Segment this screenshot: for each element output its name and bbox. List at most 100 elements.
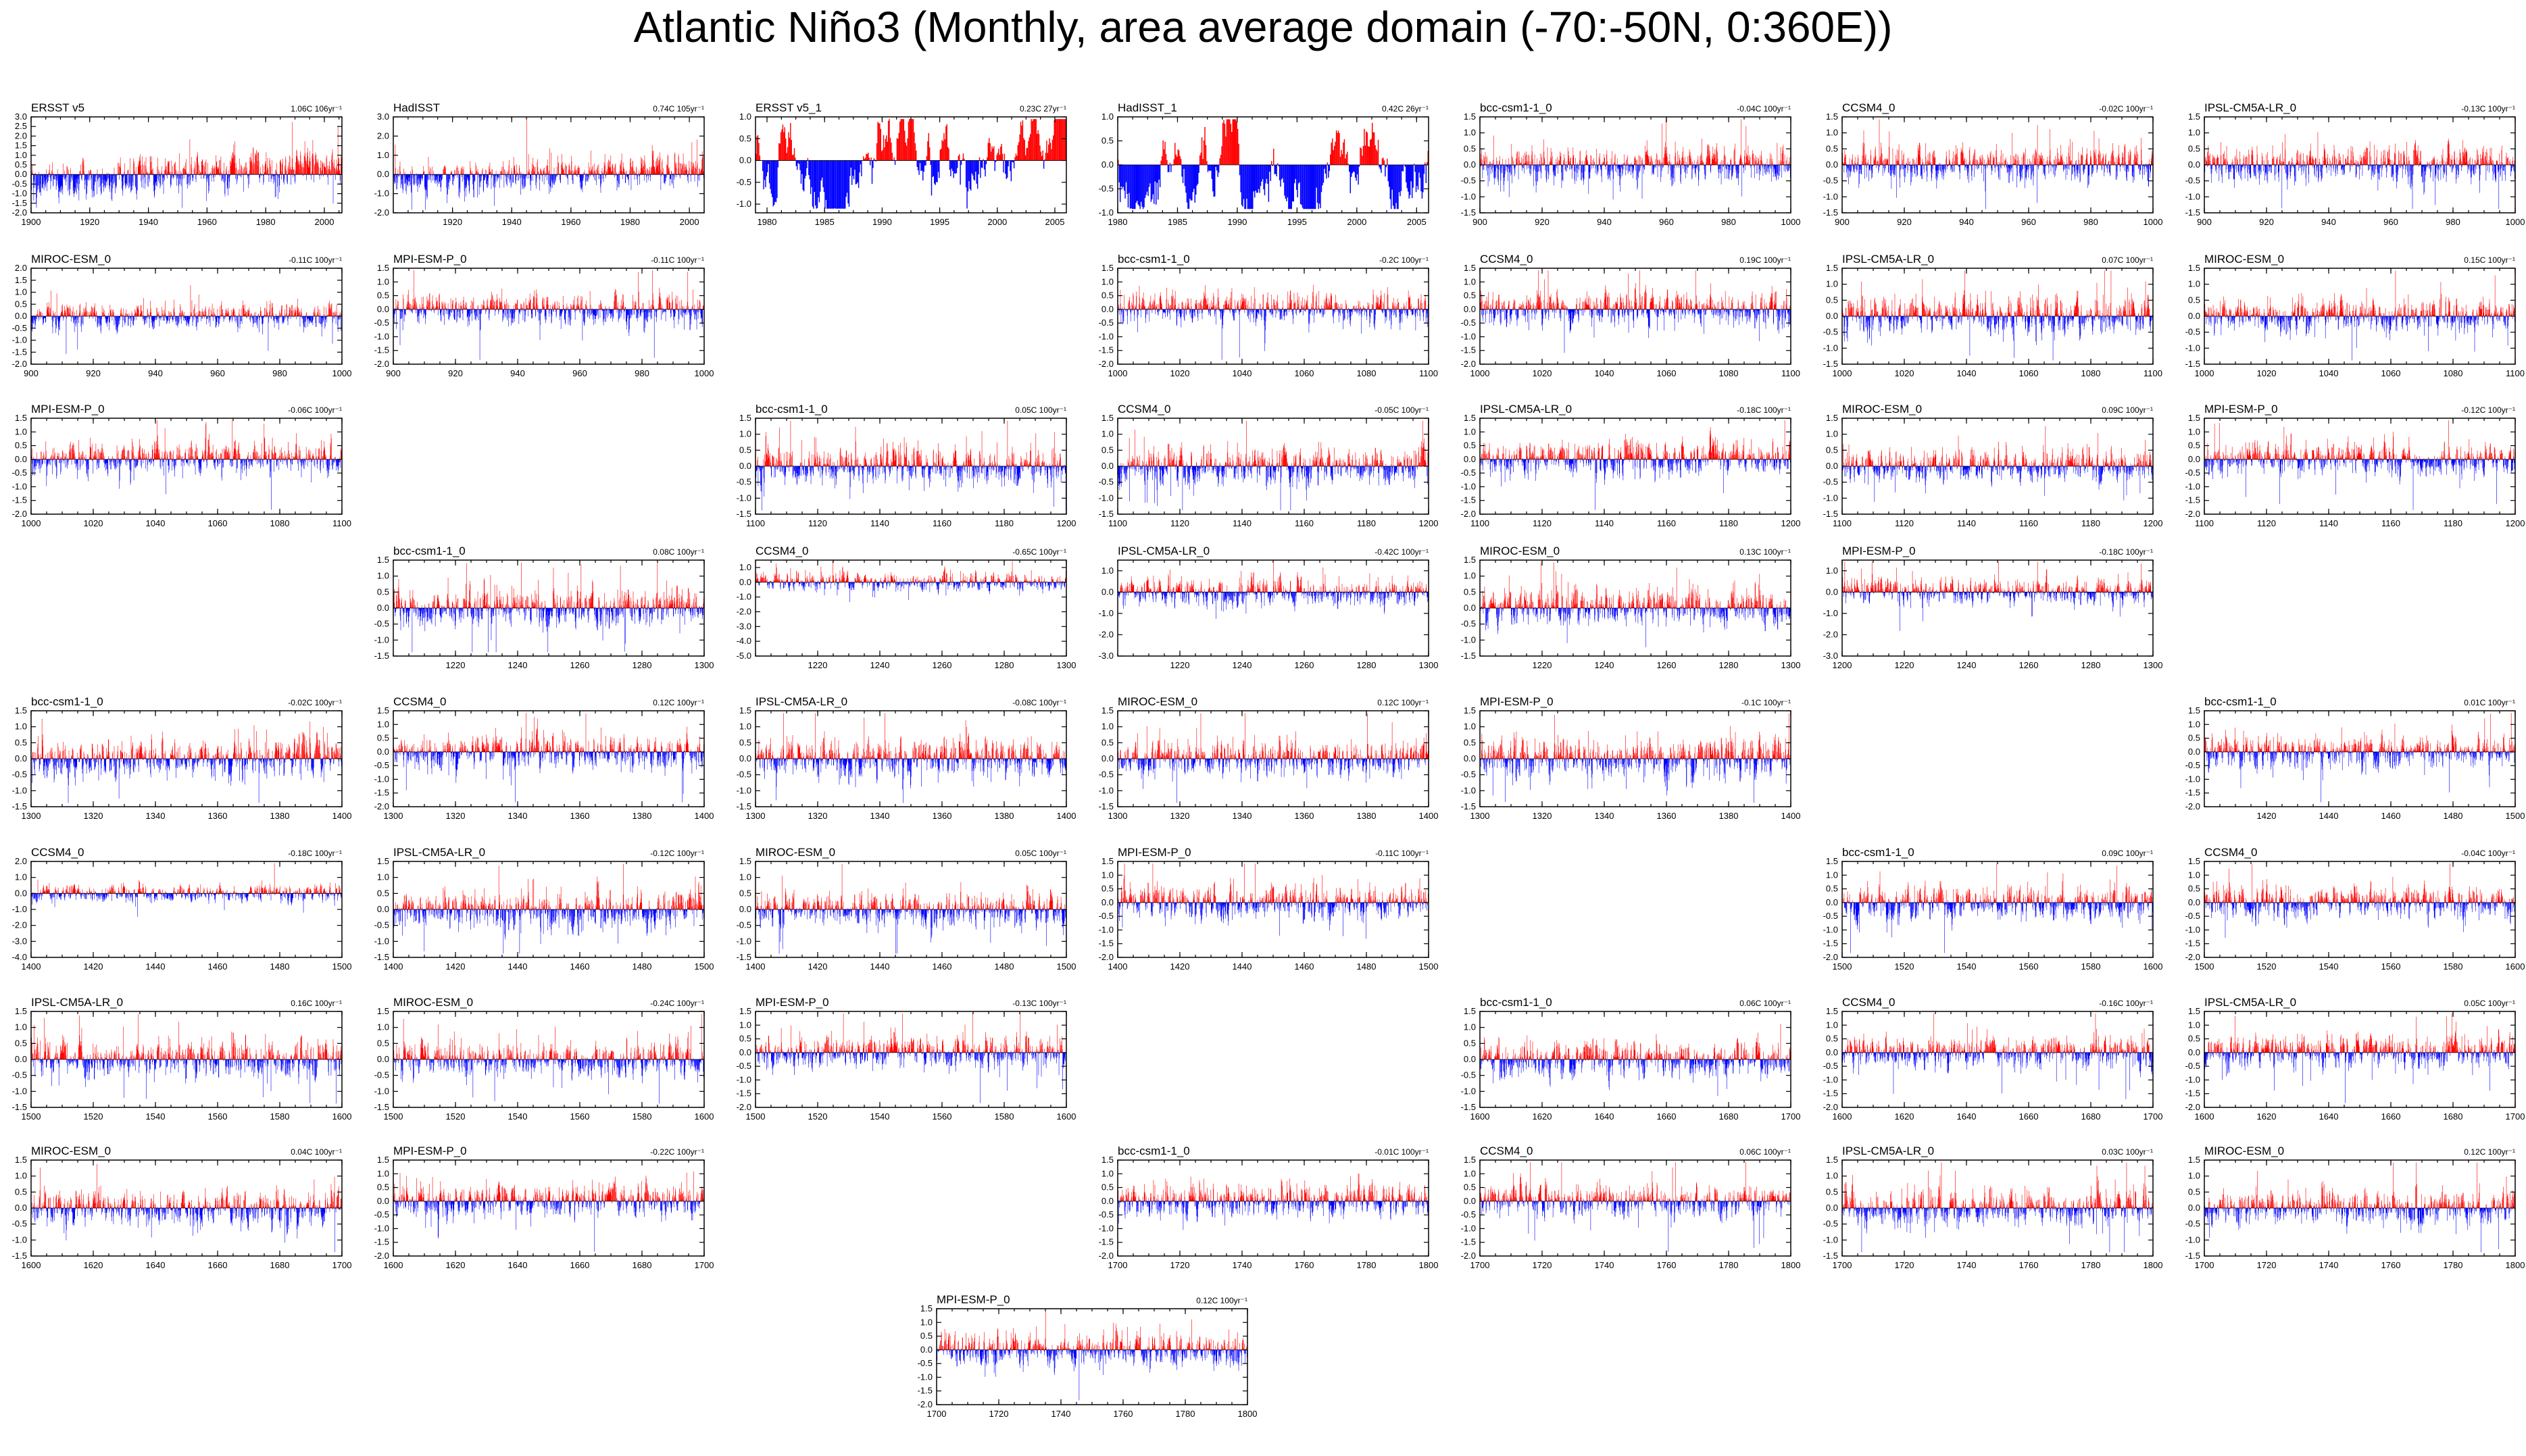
anomaly-bar: [223, 174, 224, 182]
anomaly-bar: [129, 174, 130, 182]
anomaly-bar: [783, 132, 784, 160]
anomaly-bar: [557, 174, 558, 176]
anomaly-bar: [261, 174, 262, 176]
anomaly-bar: [625, 174, 626, 183]
anomaly-bar: [1029, 137, 1030, 160]
anomaly-bar: [210, 172, 211, 174]
anomaly-bar: [87, 174, 88, 180]
anomaly-bar: [215, 174, 216, 176]
anomaly-bar: [429, 172, 430, 175]
anomaly-bar: [661, 174, 662, 190]
anomaly-bar: [469, 174, 470, 191]
x-tick-label: 2000: [315, 217, 335, 227]
anomaly-bar: [603, 174, 604, 182]
anomaly-bar: [188, 174, 189, 184]
anomaly-bar: [865, 158, 866, 161]
anomaly-bar: [605, 174, 606, 178]
anomaly-bar: [97, 170, 98, 174]
anomaly-bar: [844, 161, 845, 209]
anomaly-bar: [226, 166, 227, 174]
anomaly-bar: [665, 174, 666, 182]
anomaly-bar: [666, 165, 667, 175]
anomaly-bar: [849, 161, 850, 176]
anomaly-bar: [203, 166, 204, 174]
anomaly-bar: [968, 161, 969, 182]
anomaly-bar: [632, 166, 633, 174]
anomaly-bar: [566, 166, 567, 174]
anomaly-bar: [144, 165, 145, 174]
anomaly-bar: [414, 174, 415, 176]
anomaly-bar: [981, 161, 982, 168]
anomaly-bar: [484, 174, 485, 180]
anomaly-bar: [88, 174, 89, 179]
anomaly-bar: [949, 161, 950, 170]
anomaly-bar: [915, 143, 916, 160]
anomaly-bar: [38, 174, 39, 189]
anomaly-bar: [82, 162, 83, 174]
anomaly-bar: [468, 174, 469, 185]
anomaly-bar: [466, 174, 467, 184]
anomaly-bar: [465, 174, 466, 185]
anomaly-bar: [214, 166, 215, 174]
anomaly-bar: [279, 174, 280, 185]
anomaly-bar: [601, 174, 602, 183]
anomaly-bar: [470, 171, 471, 175]
anomaly-bar: [458, 168, 459, 174]
anomaly-bar: [399, 166, 400, 174]
anomaly-bar: [515, 174, 516, 183]
anomaly-bar: [876, 143, 877, 161]
y-tick-label: -1.0: [12, 189, 27, 199]
anomaly-bar: [507, 174, 508, 177]
anomaly-bar: [897, 139, 898, 160]
anomaly-bar: [68, 170, 69, 175]
anomaly-bar: [312, 154, 313, 174]
anomaly-bar: [988, 143, 989, 160]
anomaly-bar: [639, 174, 640, 176]
anomaly-bar: [461, 168, 462, 175]
anomaly-bar: [789, 138, 790, 161]
anomaly-bar: [558, 163, 559, 175]
anomaly-bar: [573, 172, 574, 174]
anomaly-bar: [63, 174, 64, 195]
anomaly-bar: [963, 153, 964, 160]
anomaly-bar: [400, 171, 401, 174]
anomaly-bar: [878, 123, 879, 160]
anomaly-bar: [792, 155, 793, 161]
anomaly-bar: [167, 172, 168, 174]
anomaly-bar: [330, 171, 331, 174]
anomaly-bar: [412, 170, 413, 174]
anomaly-bar: [473, 174, 474, 177]
anomaly-bar: [1021, 126, 1022, 161]
anomaly-bar: [327, 166, 328, 174]
anomaly-bar: [268, 169, 269, 174]
y-tick-label: -1.0: [737, 199, 751, 209]
anomaly-bar: [984, 161, 985, 170]
x-tick-label: 1920: [80, 217, 99, 227]
anomaly-bar: [586, 174, 587, 182]
anomaly-bar: [33, 174, 34, 188]
anomaly-bar: [788, 132, 789, 161]
anomaly-bar: [149, 174, 150, 182]
series-bars: [756, 119, 1066, 209]
x-tick-label: 1980: [256, 217, 276, 227]
anomaly-bar: [920, 161, 921, 172]
anomaly-bar: [242, 168, 243, 174]
anomaly-bar: [1053, 135, 1054, 160]
anomaly-bar: [928, 133, 929, 161]
anomaly-bar: [652, 155, 653, 175]
x-tick-label: 2000: [680, 217, 699, 227]
anomaly-bar: [769, 161, 770, 184]
anomaly-bar: [621, 170, 622, 174]
anomaly-bar: [477, 174, 478, 197]
anomaly-bar: [160, 174, 161, 189]
anomaly-bar: [450, 174, 451, 181]
anomaly-bar: [582, 174, 583, 187]
anomaly-bar: [647, 169, 648, 174]
x-tick-label: 1980: [758, 217, 777, 227]
anomaly-bar: [235, 174, 236, 179]
anomaly-bar: [671, 171, 672, 175]
anomaly-bar: [1022, 120, 1023, 160]
anomaly-bar: [554, 168, 555, 174]
anomaly-bar: [522, 174, 523, 189]
anomaly-bar: [169, 161, 170, 174]
